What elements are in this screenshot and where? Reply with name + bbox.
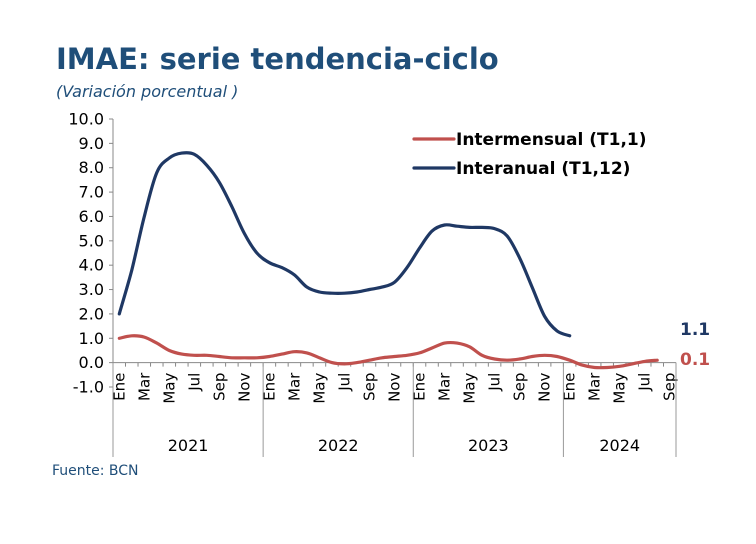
x-month-label: May — [310, 373, 328, 404]
legend-label: Interanual (T1,12) — [456, 159, 630, 179]
x-month-label: May — [461, 373, 479, 404]
x-month-label: Jul — [185, 373, 203, 392]
x-month-label: Sep — [360, 373, 378, 401]
y-tick-label: 0.0 — [79, 353, 104, 372]
y-tick-label: 6.0 — [79, 207, 104, 226]
x-month-label: Ene — [260, 373, 278, 401]
x-month-label: May — [160, 373, 178, 404]
x-month-label: Sep — [661, 373, 679, 401]
series-line-interanual — [117, 151, 572, 338]
axes-layer: -1.0 0.0 1.0 2.0 3.0 4.0 5.0 6.0 7.0 8.0 9.0 10.0 En… — [68, 110, 679, 457]
legend: Intermensual (T1,1) Interanual (T1,12) — [412, 130, 647, 179]
y-tick-label: 2.0 — [79, 304, 104, 323]
series-line-intermensual — [117, 334, 659, 370]
x-month-label: Mar — [436, 372, 454, 401]
x-month-label: Jul — [636, 373, 654, 392]
y-tick-label: 7.0 — [79, 183, 104, 202]
x-month-label: Ene — [411, 373, 429, 401]
legend-label: Intermensual (T1,1) — [456, 130, 647, 150]
y-tick-label: -1.0 — [73, 378, 104, 397]
x-month-label: Nov — [386, 373, 404, 402]
end-value-label: 1.1 — [680, 320, 710, 340]
x-month-label: Nov — [536, 373, 554, 402]
x-month-label: Ene — [561, 373, 579, 401]
y-tick-label: 1.0 — [79, 329, 104, 348]
y-tick-label: 5.0 — [79, 231, 104, 250]
x-month-label: May — [611, 373, 629, 404]
x-year-label: 2024 — [599, 436, 640, 455]
y-tick-label: 9.0 — [79, 134, 104, 153]
series-layer — [117, 151, 659, 370]
chart-title: IMAE: serie tendencia-ciclo — [56, 42, 499, 76]
y-tick-label: 10.0 — [68, 110, 104, 129]
x-month-label: Sep — [210, 373, 228, 401]
x-year-label: 2021 — [168, 436, 209, 455]
y-tick-label: 8.0 — [79, 158, 104, 177]
end-labels: 0.1 1.1 — [680, 320, 710, 370]
end-value-label: 0.1 — [680, 350, 710, 370]
x-year-label: 2022 — [318, 436, 359, 455]
chart-subtitle: (Variación porcentual ) — [56, 82, 239, 101]
x-month-label: Mar — [586, 372, 604, 401]
y-tick-label: 4.0 — [79, 256, 104, 275]
x-month-label: Nov — [235, 373, 253, 402]
x-month-label: Sep — [511, 373, 529, 401]
x-month-label: Jul — [486, 373, 504, 392]
x-month-label: Ene — [110, 373, 128, 401]
x-month-label: Mar — [285, 372, 303, 401]
y-tick-label: 3.0 — [79, 280, 104, 299]
x-year-label: 2023 — [468, 436, 509, 455]
x-month-label: Jul — [335, 373, 353, 392]
x-month-label: Mar — [135, 372, 153, 401]
source-note: Fuente: BCN — [52, 463, 139, 479]
